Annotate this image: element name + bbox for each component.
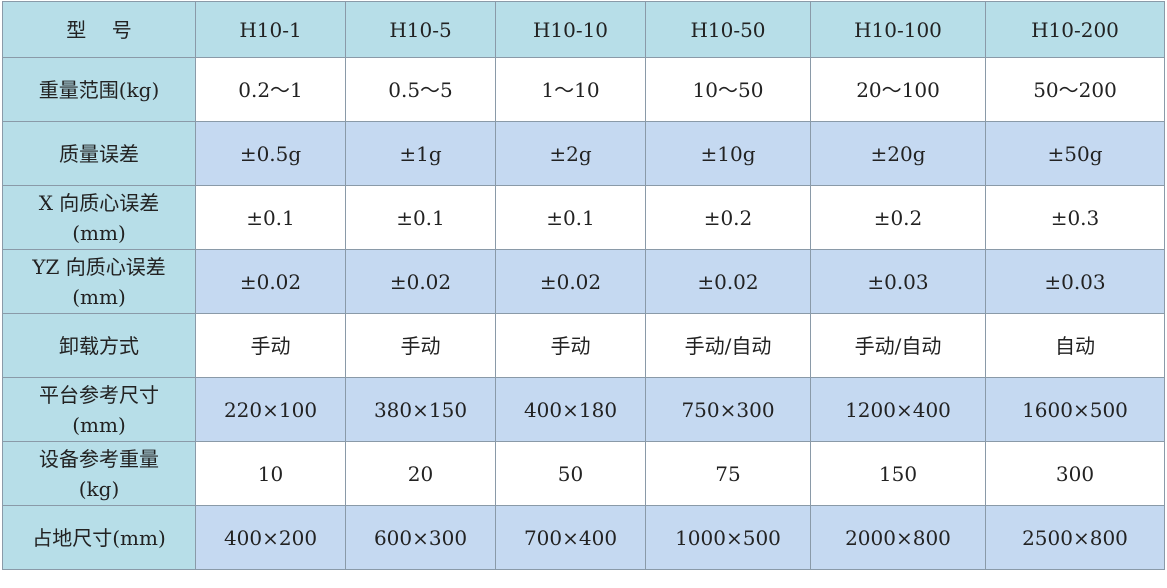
table-row: 卸载方式 手动 手动 手动 手动/自动 手动/自动 自动 (2, 313, 1165, 378)
header-cell: H10-1 (195, 1, 346, 58)
cell: ±0.2 (645, 185, 811, 250)
row-label: 卸载方式 (2, 313, 196, 378)
row-label: 重量范围(kg) (2, 57, 196, 122)
cell: ±0.03 (810, 249, 986, 314)
cell: ±0.2 (810, 185, 986, 250)
cell: 1600×500 (985, 377, 1165, 442)
cell: ±0.1 (495, 185, 646, 250)
table-row: 平台参考尺寸 (mm) 220×100 380×150 400×180 750×300 1… (2, 377, 1165, 442)
cell: ±0.5g (195, 121, 346, 186)
cell: 手动 (345, 313, 496, 378)
cell: 220×100 (195, 377, 346, 442)
cell: 1200×400 (810, 377, 986, 442)
row-label: 设备参考重量 (kg) (2, 441, 196, 506)
cell: 380×150 (345, 377, 496, 442)
header-cell: H10-10 (495, 1, 646, 58)
cell: ±50g (985, 121, 1165, 186)
cell: ±0.02 (495, 249, 646, 314)
header-cell: H10-50 (645, 1, 811, 58)
cell: 0.5～5 (345, 57, 496, 122)
row-label: YZ 向质心误差 (mm) (2, 249, 196, 314)
cell: 10 (195, 441, 346, 506)
cell: ±0.02 (195, 249, 346, 314)
cell: 2000×800 (810, 505, 986, 570)
cell: 手动/自动 (645, 313, 811, 378)
cell: 1～10 (495, 57, 646, 122)
header-row: 型 号 H10-1 H10-5 H10-10 H10-50 H10-100 H10-200 (2, 1, 1165, 58)
cell: 20～100 (810, 57, 986, 122)
header-cell: H10-5 (345, 1, 496, 58)
cell: ±10g (645, 121, 811, 186)
cell: ±20g (810, 121, 986, 186)
row-label: X 向质心误差 (mm) (2, 185, 196, 250)
cell: 手动 (495, 313, 646, 378)
cell: ±0.02 (345, 249, 496, 314)
row-label: 占地尺寸(mm) (2, 505, 196, 570)
cell: 50 (495, 441, 646, 506)
cell: 自动 (985, 313, 1165, 378)
cell: ±0.1 (195, 185, 346, 250)
cell: 150 (810, 441, 986, 506)
table-row: 质量误差 ±0.5g ±1g ±2g ±10g ±20g ±50g (2, 121, 1165, 186)
cell: 2500×800 (985, 505, 1165, 570)
table-row: 重量范围(kg) 0.2～1 0.5～5 1～10 10～50 20～100 50～200 (2, 57, 1165, 122)
cell: 300 (985, 441, 1165, 506)
cell: ±2g (495, 121, 646, 186)
cell: 75 (645, 441, 811, 506)
row-label: 平台参考尺寸 (mm) (2, 377, 196, 442)
cell: ±1g (345, 121, 496, 186)
table-row: YZ 向质心误差 (mm) ±0.02 ±0.02 ±0.02 ±0.02 ±0.03 ±0… (2, 249, 1165, 314)
cell: ±0.1 (345, 185, 496, 250)
cell: 700×400 (495, 505, 646, 570)
cell: 10～50 (645, 57, 811, 122)
cell: 600×300 (345, 505, 496, 570)
row-label: 质量误差 (2, 121, 196, 186)
header-cell: H10-200 (985, 1, 1165, 58)
cell: 400×200 (195, 505, 346, 570)
cell: 50～200 (985, 57, 1165, 122)
header-cell: H10-100 (810, 1, 986, 58)
cell: 750×300 (645, 377, 811, 442)
cell: 手动 (195, 313, 346, 378)
cell: 0.2～1 (195, 57, 346, 122)
cell: ±0.3 (985, 185, 1165, 250)
cell: 手动/自动 (810, 313, 986, 378)
spec-table: 型 号 H10-1 H10-5 H10-10 H10-50 H10-100 H10-200 重… (2, 1, 1165, 570)
cell: ±0.03 (985, 249, 1165, 314)
table-body: 型 号 H10-1 H10-5 H10-10 H10-50 H10-100 H10-200 重… (2, 1, 1165, 570)
cell: 400×180 (495, 377, 646, 442)
cell: 1000×500 (645, 505, 811, 570)
cell: 20 (345, 441, 496, 506)
table-row: 占地尺寸(mm) 400×200 600×300 700×400 1000×500 200… (2, 505, 1165, 570)
table-row: 设备参考重量 (kg) 10 20 50 75 150 300 (2, 441, 1165, 506)
cell: ±0.02 (645, 249, 811, 314)
header-cell: 型 号 (2, 1, 196, 58)
table-row: X 向质心误差 (mm) ±0.1 ±0.1 ±0.1 ±0.2 ±0.2 ±0.3 (2, 185, 1165, 250)
